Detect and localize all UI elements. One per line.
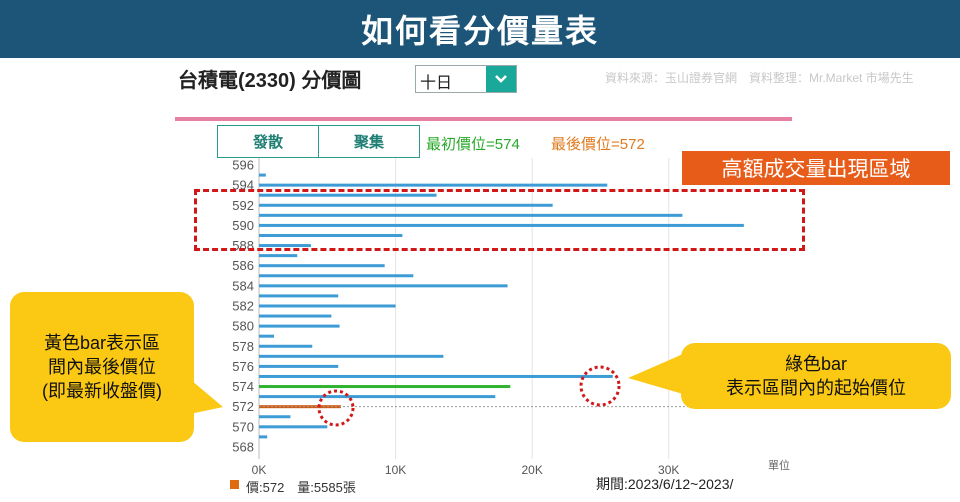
y-tick-label: 586 bbox=[232, 258, 254, 273]
x-tick-label: 10K bbox=[385, 463, 406, 476]
y-tick-label: 582 bbox=[232, 298, 254, 313]
last-price-circle bbox=[317, 389, 355, 427]
y-tick-label: 592 bbox=[232, 198, 254, 213]
y-tick-label: 594 bbox=[232, 178, 254, 193]
chevron-down-icon[interactable] bbox=[486, 66, 516, 92]
period-select[interactable]: 十日 bbox=[415, 65, 517, 93]
first-price-text: 最初價位=574 bbox=[426, 136, 520, 153]
bar-592 bbox=[259, 203, 553, 207]
bar-580 bbox=[259, 324, 340, 328]
bar-574 bbox=[259, 385, 511, 389]
period-select-value: 十日 bbox=[420, 75, 453, 92]
green-callout-pointer bbox=[628, 354, 683, 394]
stock-title: 台積電(2330) 分價圖 bbox=[178, 70, 362, 92]
y-tick-label: 584 bbox=[232, 278, 254, 293]
y-tick-label: 568 bbox=[232, 439, 254, 454]
bar-595 bbox=[259, 173, 266, 177]
green-bar-callout: 綠色bar 表示區間內的起始價位 bbox=[681, 343, 951, 409]
divider-line bbox=[175, 117, 792, 121]
high-volume-label: 高額成交量出現區域 bbox=[682, 151, 950, 185]
y-tick-label: 580 bbox=[232, 319, 254, 334]
yellow-callout-line2: 間內最後價位 bbox=[48, 356, 156, 377]
x-tick-label: 20K bbox=[521, 463, 542, 476]
bar-570 bbox=[259, 425, 328, 429]
source-text: 資料來源：玉山證券官網 資料整理：Mr.Market 市場先生 bbox=[605, 71, 914, 85]
yellow-callout-pointer bbox=[185, 375, 223, 415]
bar-594 bbox=[259, 183, 608, 187]
green-callout-line1: 綠色bar bbox=[784, 353, 847, 374]
y-tick-label: 596 bbox=[232, 158, 254, 173]
bar-573 bbox=[259, 395, 496, 399]
bar-582 bbox=[259, 304, 396, 308]
bar-579 bbox=[259, 334, 275, 338]
y-tick-label: 572 bbox=[232, 399, 254, 414]
x-tick-label: 0K bbox=[252, 463, 267, 476]
bar-591 bbox=[259, 213, 683, 217]
spread-button[interactable]: 發散 bbox=[217, 125, 319, 158]
bar-590 bbox=[259, 223, 744, 227]
price-volume-chart: 5965945925905885865845825805785765745725… bbox=[232, 158, 790, 476]
yellow-callout-line3: (即最新收盤價) bbox=[42, 381, 162, 402]
y-tick-label: 570 bbox=[232, 419, 254, 434]
yellow-callout-line1: 黃色bar表示區 bbox=[43, 332, 160, 353]
banner-title: 如何看分價量表 bbox=[0, 0, 960, 58]
bar-584 bbox=[259, 284, 508, 288]
bar-583 bbox=[259, 294, 339, 298]
bar-569 bbox=[259, 435, 268, 439]
legend-text: 價:572 量:5585張 bbox=[246, 480, 356, 495]
legend-swatch bbox=[230, 480, 239, 489]
bar-577 bbox=[259, 354, 444, 358]
gather-button[interactable]: 聚集 bbox=[318, 125, 420, 158]
bar-585 bbox=[259, 274, 414, 278]
bar-575 bbox=[259, 374, 613, 378]
bar-588 bbox=[259, 244, 311, 248]
green-callout-line2: 表示區間內的起始價位 bbox=[726, 378, 906, 398]
bar-581 bbox=[259, 314, 332, 318]
bar-589 bbox=[259, 233, 403, 237]
yellow-bar-callout: 黃色bar表示區 間內最後價位 (即最新收盤價) bbox=[10, 292, 194, 442]
x-axis-unit-label: 單位 bbox=[768, 458, 790, 472]
y-tick-label: 578 bbox=[232, 339, 254, 354]
y-tick-label: 574 bbox=[232, 379, 254, 394]
bar-587 bbox=[259, 254, 298, 258]
last-price-text: 最後價位=572 bbox=[551, 136, 645, 153]
start-price-circle bbox=[579, 365, 621, 407]
y-tick-label: 576 bbox=[232, 359, 254, 374]
bar-578 bbox=[259, 344, 313, 348]
y-tick-label: 590 bbox=[232, 218, 254, 233]
bar-586 bbox=[259, 264, 385, 268]
x-tick-label: 30K bbox=[658, 463, 679, 476]
bar-571 bbox=[259, 415, 291, 419]
bar-576 bbox=[259, 364, 339, 368]
period-text: 期間:2023/6/12~2023/ bbox=[596, 476, 734, 492]
bar-593 bbox=[259, 193, 437, 197]
high-volume-highlight-box bbox=[194, 189, 805, 251]
